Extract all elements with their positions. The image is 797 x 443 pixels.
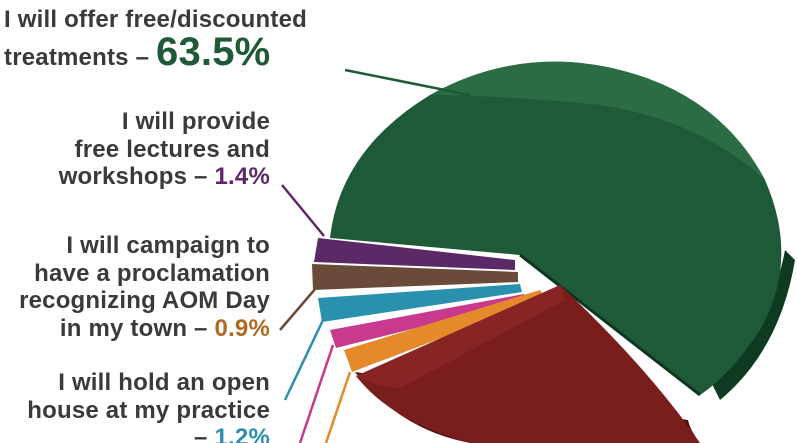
leader-line-brown	[279, 287, 317, 331]
leader-line-green	[344, 68, 471, 97]
slice-label-lectures: I will provide free lectures and worksho…	[20, 108, 270, 191]
leader-line-teal	[283, 319, 325, 401]
slice-brown	[312, 264, 518, 290]
slice-purple	[314, 238, 515, 270]
slice-label-line: house at my practice	[27, 396, 270, 424]
slice-value: 63.5%	[156, 29, 271, 74]
slice-label-line: I will hold an open	[58, 369, 270, 396]
slice-label-line: workshops –	[58, 163, 208, 191]
slice-label-line: I will campaign to	[66, 232, 270, 259]
slice-magenta	[330, 294, 528, 348]
leader-line-purple	[281, 184, 325, 237]
leader-line-orange	[324, 371, 352, 443]
slice-orange	[344, 290, 546, 372]
leader-line-magenta	[298, 344, 335, 443]
slice-teal	[318, 284, 522, 322]
slice-label-free-treatments: I will offer free/discounted treatments …	[4, 6, 349, 74]
slice-value: 1.2%	[214, 424, 270, 443]
slice-label-line: recognizing AOM Day	[19, 287, 270, 315]
slice-label-line: –	[194, 424, 208, 443]
slice-maroon	[356, 285, 700, 443]
slice-label-line: in my town –	[59, 314, 208, 342]
slice-label-line: have a proclamation	[34, 259, 270, 287]
slice-label-line: I will provide	[121, 108, 270, 135]
slice-green	[330, 61, 782, 396]
slice-label-line: treatments –	[4, 43, 150, 71]
slice-label-proclamation: I will campaign to have a proclamation r…	[10, 232, 270, 342]
slice-value: 0.9%	[214, 314, 270, 342]
slice-value: 1.4%	[214, 163, 270, 191]
slice-label-line: free lectures and	[74, 135, 270, 163]
slice-label-open-house: I will hold an open house at my practice…	[10, 369, 270, 443]
slice-maroon-highlight	[356, 285, 565, 388]
slice-label-line: I will offer free/discounted	[4, 6, 307, 33]
slice-green-edge	[519, 253, 701, 397]
slice-green-highlight	[430, 61, 765, 180]
